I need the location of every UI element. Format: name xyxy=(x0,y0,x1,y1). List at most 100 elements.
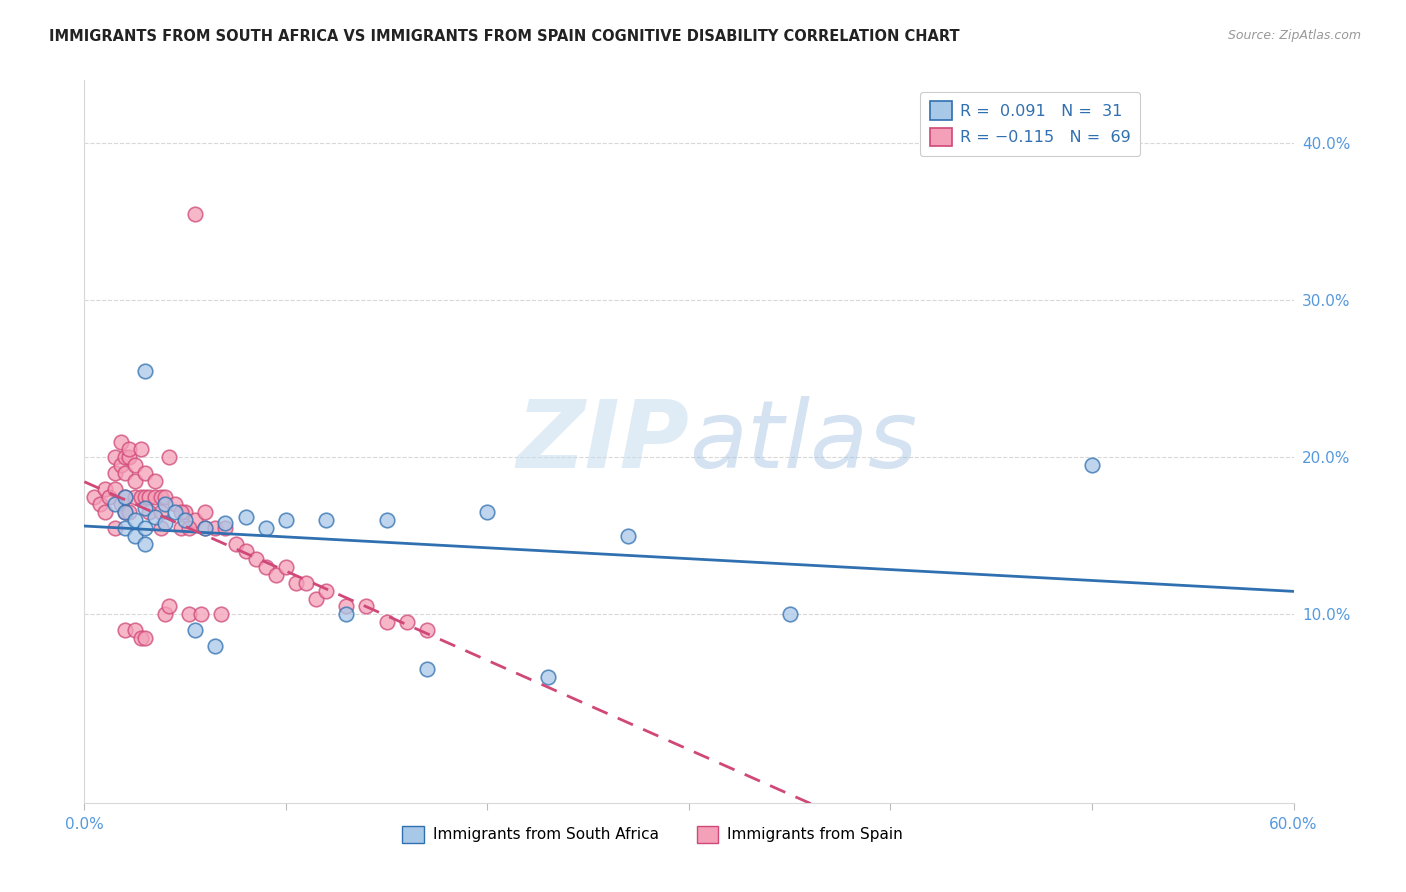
Point xyxy=(118,450,141,465)
Point xyxy=(129,631,152,645)
Point xyxy=(477,505,499,519)
Point xyxy=(97,490,120,504)
Text: Source: ZipAtlas.com: Source: ZipAtlas.com xyxy=(1227,29,1361,42)
Point xyxy=(194,521,217,535)
Point xyxy=(274,513,297,527)
Point xyxy=(114,505,136,519)
Point xyxy=(124,513,146,527)
Point xyxy=(149,505,172,519)
Point xyxy=(214,516,236,531)
Point xyxy=(153,516,176,531)
Point xyxy=(83,490,105,504)
Point xyxy=(118,505,141,519)
Point xyxy=(204,521,226,535)
Point xyxy=(118,442,141,457)
Point xyxy=(124,490,146,504)
Point xyxy=(143,474,166,488)
Point xyxy=(194,521,217,535)
Point xyxy=(245,552,267,566)
Point xyxy=(214,521,236,535)
Point xyxy=(204,639,226,653)
Point xyxy=(274,560,297,574)
Point xyxy=(254,521,277,535)
Point xyxy=(170,521,193,535)
Point xyxy=(149,490,172,504)
Point xyxy=(153,497,176,511)
Point xyxy=(264,568,287,582)
Point xyxy=(157,450,180,465)
Point xyxy=(184,623,207,637)
Point xyxy=(235,510,257,524)
Point xyxy=(1081,458,1104,472)
Point xyxy=(149,521,172,535)
Legend: Immigrants from South Africa, Immigrants from Spain: Immigrants from South Africa, Immigrants… xyxy=(396,820,910,849)
Point xyxy=(104,521,127,535)
Point xyxy=(134,490,156,504)
Point xyxy=(179,607,201,622)
Point xyxy=(114,490,136,504)
Point xyxy=(235,544,257,558)
Point xyxy=(165,505,187,519)
Point xyxy=(285,575,308,590)
Point xyxy=(295,575,318,590)
Point xyxy=(129,442,152,457)
Point xyxy=(537,670,560,684)
Point xyxy=(104,466,127,480)
Point xyxy=(93,505,115,519)
Point xyxy=(617,529,640,543)
Text: ZIP: ZIP xyxy=(516,395,689,488)
Point xyxy=(416,623,439,637)
Point xyxy=(124,623,146,637)
Point xyxy=(110,434,132,449)
Text: IMMIGRANTS FROM SOUTH AFRICA VS IMMIGRANTS FROM SPAIN COGNITIVE DISABILITY CORRE: IMMIGRANTS FROM SOUTH AFRICA VS IMMIGRAN… xyxy=(49,29,960,44)
Point xyxy=(134,500,156,515)
Point xyxy=(143,510,166,524)
Point xyxy=(184,513,207,527)
Point xyxy=(89,497,111,511)
Point xyxy=(209,607,232,622)
Text: atlas: atlas xyxy=(689,396,917,487)
Point xyxy=(194,505,217,519)
Point xyxy=(104,450,127,465)
Point xyxy=(335,607,357,622)
Point xyxy=(129,490,152,504)
Point xyxy=(165,497,187,511)
Point xyxy=(114,450,136,465)
Point xyxy=(779,607,801,622)
Point xyxy=(124,474,146,488)
Point xyxy=(225,536,247,550)
Point xyxy=(124,458,146,472)
Point xyxy=(104,482,127,496)
Point xyxy=(174,505,197,519)
Point xyxy=(184,207,207,221)
Point xyxy=(315,513,337,527)
Point xyxy=(143,490,166,504)
Point xyxy=(190,607,212,622)
Point xyxy=(104,497,127,511)
Point xyxy=(134,466,156,480)
Point xyxy=(134,631,156,645)
Point xyxy=(416,662,439,676)
Point xyxy=(114,521,136,535)
Point xyxy=(138,505,160,519)
Point xyxy=(395,615,418,630)
Point xyxy=(174,513,197,527)
Point xyxy=(170,505,193,519)
Point xyxy=(114,466,136,480)
Point xyxy=(305,591,328,606)
Point xyxy=(134,536,156,550)
Point xyxy=(335,599,357,614)
Point xyxy=(110,458,132,472)
Point xyxy=(179,521,201,535)
Point xyxy=(110,497,132,511)
Point xyxy=(134,521,156,535)
Point xyxy=(124,529,146,543)
Point xyxy=(356,599,378,614)
Point xyxy=(93,482,115,496)
Point xyxy=(254,560,277,574)
Point xyxy=(375,615,398,630)
Point xyxy=(138,490,160,504)
Point xyxy=(134,364,156,378)
Point xyxy=(153,607,176,622)
Point xyxy=(315,583,337,598)
